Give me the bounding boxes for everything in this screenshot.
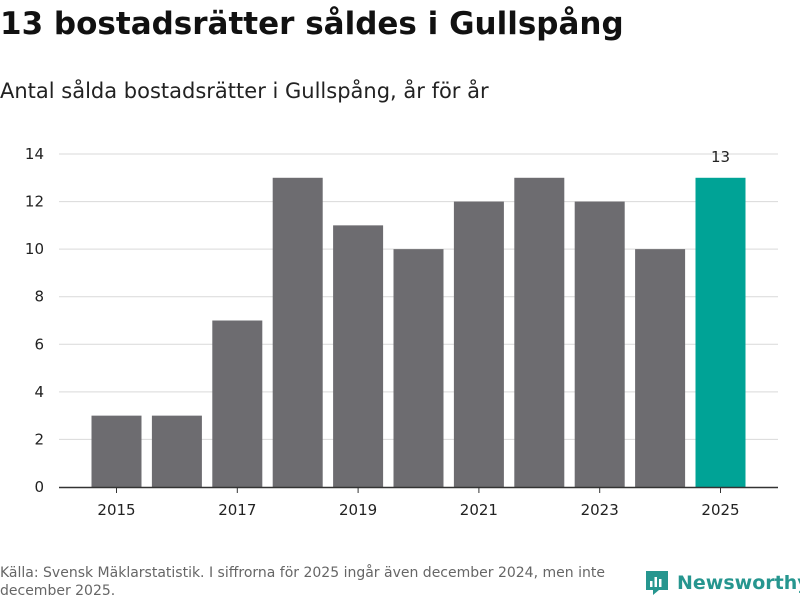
newsworthy-logo-icon — [646, 571, 668, 595]
x-tick-label-2017: 2017 — [218, 501, 256, 519]
y-tick-label-4: 4 — [34, 383, 44, 401]
data-label-2025: 13 — [711, 148, 730, 166]
x-tick-label-2019: 2019 — [339, 501, 377, 519]
x-tick-label-2021: 2021 — [460, 501, 498, 519]
bar-2025 — [695, 177, 746, 488]
bar-2024 — [635, 249, 686, 487]
bar-2016 — [151, 415, 202, 487]
brand[interactable]: Newsworthy — [644, 569, 800, 597]
x-tick-label-2023: 2023 — [581, 501, 619, 519]
y-tick-label-8: 8 — [34, 288, 44, 306]
bar-2021 — [453, 201, 504, 488]
bar-2015 — [91, 415, 142, 487]
bar-2023 — [574, 201, 625, 488]
bar-chart: 0 2 4 6 8 10 12 14 2015 2017 2019 2021 2023 2025 13 — [25, 145, 778, 519]
chart-title: 13 bostadsrätter såldes i Gullspång — [0, 6, 624, 42]
brand-name: Newsworthy — [677, 572, 800, 594]
bar-2020 — [393, 249, 444, 487]
bar-2022 — [514, 177, 565, 488]
bars — [91, 177, 746, 488]
y-tick-label-10: 10 — [25, 240, 44, 258]
source-note: Källa: Svensk Mäklarstatistik. I siffror… — [0, 565, 605, 599]
bar-2017 — [212, 320, 263, 487]
x-tick-label-2015: 2015 — [97, 501, 135, 519]
y-tick-label-0: 0 — [34, 478, 44, 496]
y-tick-label-6: 6 — [34, 335, 44, 353]
y-tick-label-12: 12 — [25, 193, 44, 211]
labels: 0 2 4 6 8 10 12 14 2015 2017 2019 2021 2023 2025 13 — [25, 145, 740, 519]
bar-2018 — [272, 177, 323, 488]
axes — [59, 486, 778, 493]
bar-2019 — [333, 225, 384, 487]
y-tick-label-14: 14 — [25, 145, 44, 163]
y-tick-label-2: 2 — [34, 430, 44, 448]
x-tick-label-2025: 2025 — [701, 501, 739, 519]
chart-subtitle: Antal sålda bostadsrätter i Gullspång, å… — [0, 79, 489, 103]
